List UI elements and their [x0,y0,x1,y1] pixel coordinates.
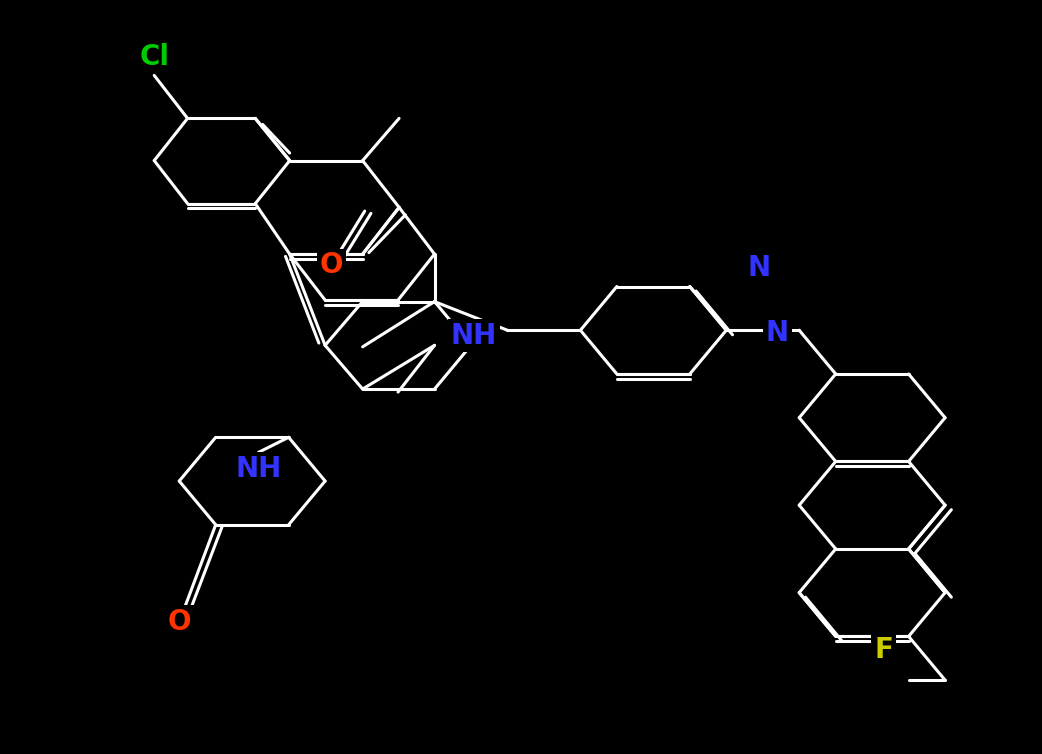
Text: O: O [168,608,191,636]
Text: N: N [747,253,770,282]
Text: Cl: Cl [140,42,169,71]
Text: O: O [320,251,343,280]
Text: O: O [168,608,191,636]
Text: N: N [766,319,789,348]
Text: N: N [747,253,770,282]
Text: F: F [874,636,893,664]
Text: O: O [320,251,343,280]
Text: N: N [766,319,789,348]
Text: NH: NH [451,321,497,350]
Text: NH: NH [235,455,281,483]
Text: NH: NH [451,321,497,350]
Text: NH: NH [235,455,281,483]
Text: F: F [874,636,893,664]
Text: Cl: Cl [140,42,169,71]
